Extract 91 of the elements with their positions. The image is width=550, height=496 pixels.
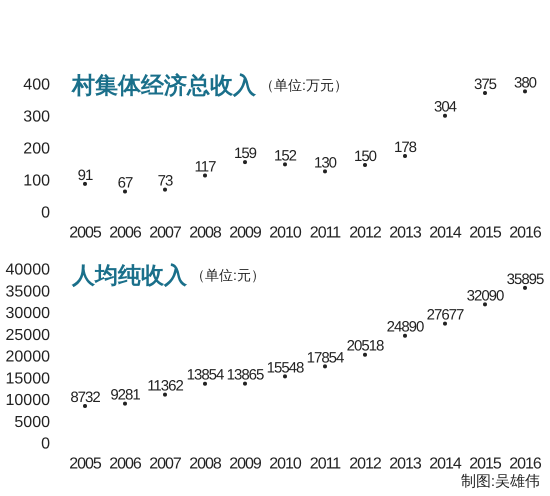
data-label: 27677 <box>426 306 464 324</box>
point <box>83 404 87 408</box>
y-tick-label: 10000 <box>6 392 50 409</box>
x-tick-label: 2005 <box>69 456 102 472</box>
data-label: 380 <box>514 74 537 92</box>
y-tick-label: 200 <box>23 140 50 158</box>
y-tick-label: 25000 <box>6 326 50 344</box>
data-label: 9281 <box>110 386 140 404</box>
x-tick-label: 2009 <box>229 224 262 242</box>
data-label: 20518 <box>346 338 384 355</box>
x-tick-label: 2012 <box>349 456 382 472</box>
y-tick-label: 40000 <box>6 262 50 278</box>
data-label: 91 <box>78 166 93 184</box>
point <box>363 352 367 357</box>
x-tick-label: 2015 <box>469 456 502 472</box>
x-tick-label: 2006 <box>109 224 142 242</box>
point <box>443 322 447 326</box>
data-label: 304 <box>434 98 457 116</box>
y-tick-label: 100 <box>23 172 50 190</box>
y-tick-label: 5000 <box>14 414 50 431</box>
point <box>243 160 247 164</box>
point <box>203 382 207 386</box>
y-tick-label: 15000 <box>6 370 50 388</box>
data-label: 150 <box>354 148 377 165</box>
y-tick-label: 400 <box>23 76 50 94</box>
y-tick-label: 30000 <box>6 305 50 322</box>
data-label: 73 <box>158 172 173 190</box>
x-tick-label: 2014 <box>429 224 462 242</box>
x-tick-label: 2013 <box>389 224 422 242</box>
x-tick-label: 2011 <box>310 224 342 242</box>
point <box>523 286 527 290</box>
point <box>283 374 287 378</box>
point <box>323 364 327 368</box>
x-tick-label: 2007 <box>149 456 182 472</box>
x-tick-label: 2014 <box>429 456 462 472</box>
point <box>323 169 327 174</box>
x-tick-label: 2010 <box>269 456 302 472</box>
point <box>243 382 247 386</box>
data-label: 32090 <box>466 287 504 304</box>
x-tick-label: 2012 <box>349 224 382 242</box>
y-tick-label: 35000 <box>6 283 50 300</box>
x-tick-label: 2005 <box>69 224 102 242</box>
x-tick-label: 2008 <box>189 456 222 472</box>
x-tick-label: 2011 <box>310 456 342 472</box>
data-label: 159 <box>234 145 257 162</box>
y-tick-label: 20000 <box>6 348 50 366</box>
data-label: 35895 <box>506 270 544 288</box>
x-tick-label: 2016 <box>509 224 542 242</box>
chart-subtitle: （单位:元） <box>191 267 265 283</box>
chart-title: 村集体经济总收入 <box>71 72 257 98</box>
data-label: 13854 <box>186 366 224 384</box>
x-tick-label: 2006 <box>109 456 142 472</box>
point <box>363 163 367 167</box>
point <box>403 334 407 338</box>
y-tick-label: 300 <box>23 108 50 126</box>
point <box>83 182 87 186</box>
point <box>523 89 527 94</box>
point <box>483 302 487 306</box>
x-tick-label: 2015 <box>469 224 502 242</box>
data-label: 152 <box>274 147 297 164</box>
x-tick-label: 2016 <box>509 456 542 472</box>
data-label: 8732 <box>70 389 100 406</box>
x-tick-label: 2013 <box>389 456 422 472</box>
data-label: 67 <box>118 174 133 192</box>
point <box>123 190 127 194</box>
x-tick-label: 2010 <box>269 224 302 242</box>
data-label: 15548 <box>266 359 304 376</box>
y-tick-label: 0 <box>41 436 50 452</box>
x-tick-label: 2009 <box>229 456 262 472</box>
text: 制图:吴雄伟 <box>460 473 540 490</box>
data-label: 11362 <box>147 378 184 395</box>
data-label: 117 <box>194 158 216 176</box>
point <box>163 392 167 397</box>
data-label: 13865 <box>226 366 264 384</box>
y-tick-label: 0 <box>41 204 50 222</box>
point <box>203 174 207 178</box>
chart-title: 人均纯收入 <box>71 262 188 288</box>
chart-subtitle: （单位:万元） <box>260 77 348 93</box>
point <box>483 91 487 95</box>
point <box>443 114 447 118</box>
x-tick-label: 2007 <box>149 224 182 242</box>
data-label: 178 <box>394 139 417 156</box>
data-label: 375 <box>474 76 497 93</box>
point <box>123 402 127 406</box>
data-label: 130 <box>314 154 337 172</box>
data-label: 17854 <box>306 349 344 366</box>
point <box>283 162 287 166</box>
data-label: 24890 <box>386 318 424 336</box>
point <box>163 188 167 192</box>
x-tick-label: 2008 <box>189 224 222 242</box>
point <box>403 154 407 158</box>
